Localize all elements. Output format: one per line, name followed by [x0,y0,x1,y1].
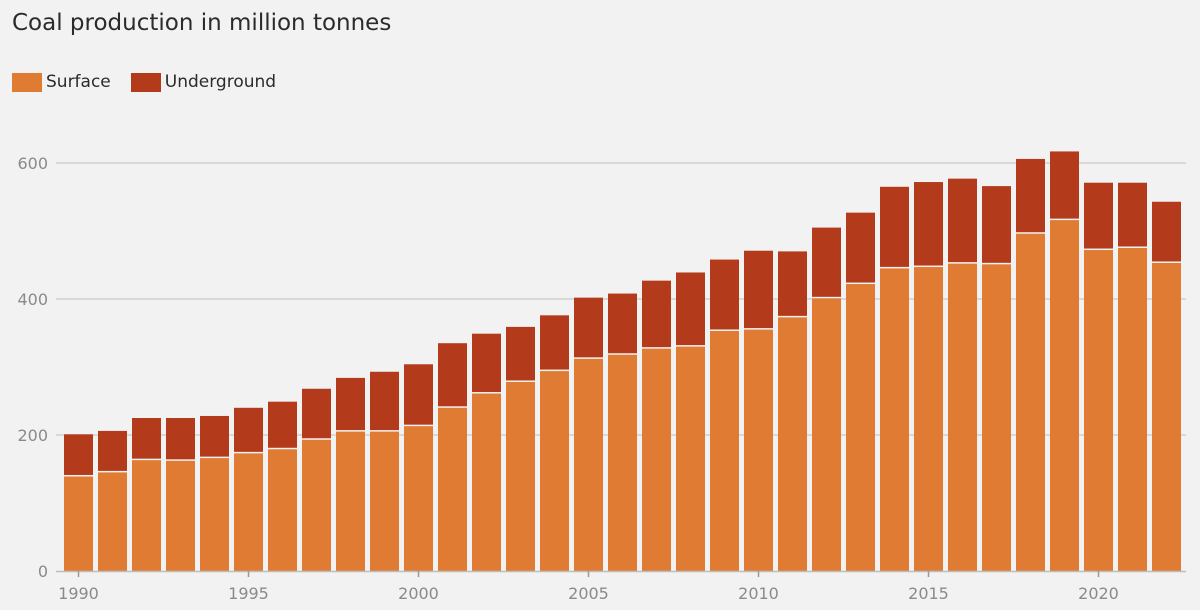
bar-underground-2005 [574,297,603,358]
legend-label-underground: Underground [164,72,277,92]
bar-underground-2012 [812,227,841,297]
bar-surface-1992 [132,460,161,571]
bar-underground-2008 [676,272,705,346]
bar-surface-1999 [370,431,399,571]
bar-surface-2011 [778,317,807,571]
bar-surface-2010 [744,329,773,571]
bar-underground-1993 [166,418,195,460]
bar-underground-2022 [1152,201,1181,262]
x-tick-label-2005: 2005 [568,584,609,603]
bar-surface-1990 [64,476,93,571]
bar-surface-2003 [506,381,535,571]
bar-surface-1996 [268,449,297,571]
bar-underground-1999 [370,371,399,431]
bar-underground-2010 [744,250,773,329]
y-tick-label-400: 400 [17,290,48,309]
bar-underground-2009 [710,259,739,330]
x-tick-label-2015: 2015 [908,584,949,603]
axes: 0 200 400 600 1990 1995 2000 2005 2010 2015 2020 [17,154,1186,603]
bar-surface-1998 [336,431,365,571]
bar-underground-2020 [1084,182,1113,249]
bar-surface-2006 [608,354,637,571]
bar-surface-2018 [1016,233,1045,571]
bar-underground-2007 [642,280,671,348]
x-tick-label-2010: 2010 [738,584,779,603]
x-tick-label-1995: 1995 [228,584,269,603]
bar-surface-2021 [1118,248,1147,571]
bar-underground-2021 [1118,182,1147,247]
bar-underground-2006 [608,293,637,354]
bar-surface-2009 [710,330,739,571]
bar-surface-1993 [166,460,195,571]
bar-surface-2001 [438,407,467,571]
bar-surface-2014 [880,268,909,571]
x-tick-label-1990: 1990 [58,584,99,603]
bar-underground-2004 [540,315,569,370]
legend-label-surface: Surface [46,72,111,92]
bar-surface-1995 [234,453,263,571]
legend-swatch-surface [12,72,42,92]
bar-underground-2001 [438,343,467,407]
bar-surface-2008 [676,346,705,571]
bar-surface-2013 [846,284,875,571]
bar-surface-2017 [982,264,1011,571]
bar-surface-2000 [404,426,433,571]
bar-surface-2016 [948,263,977,571]
bar-surface-2012 [812,298,841,571]
bar-underground-2018 [1016,158,1045,233]
bar-surface-2022 [1152,262,1181,571]
bar-surface-1994 [200,458,229,571]
bar-underground-1996 [268,401,297,448]
y-tick-label-0: 0 [38,562,48,581]
bar-underground-2000 [404,364,433,425]
bar-underground-2017 [982,186,1011,263]
bar-underground-1998 [336,377,365,431]
x-tick-label-2000: 2000 [398,584,439,603]
legend: Surface Underground [12,72,296,92]
bar-surface-2007 [642,348,671,571]
y-tick-label-600: 600 [17,154,48,173]
bar-underground-1991 [98,430,127,471]
bar-underground-2019 [1050,151,1079,219]
bar-underground-2014 [880,186,909,267]
bar-underground-2002 [472,333,501,393]
bar-surface-2005 [574,358,603,571]
y-tick-label-200: 200 [17,426,48,445]
bar-surface-2020 [1084,250,1113,572]
bar-surface-1997 [302,439,331,571]
legend-item-surface: Surface [12,72,111,92]
bar-underground-2016 [948,178,977,263]
bar-underground-1992 [132,418,161,459]
bar-underground-2003 [506,326,535,381]
bar-surface-2002 [472,393,501,571]
chart-title: Coal production in million tonnes [12,10,392,36]
bar-surface-2019 [1050,220,1079,571]
bar-underground-2015 [914,182,943,266]
bar-underground-2013 [846,212,875,283]
bar-surface-1991 [98,472,127,571]
bar-underground-1997 [302,388,331,439]
legend-swatch-underground [130,72,161,92]
bar-surface-2015 [914,267,943,571]
bars [64,151,1181,572]
bar-surface-2004 [540,371,569,571]
bar-underground-1994 [200,415,229,457]
bar-underground-1995 [234,407,263,452]
bar-underground-2011 [778,251,807,316]
legend-item-underground: Underground [130,72,277,92]
x-tick-label-2020: 2020 [1078,584,1119,603]
bar-underground-1990 [64,434,93,475]
